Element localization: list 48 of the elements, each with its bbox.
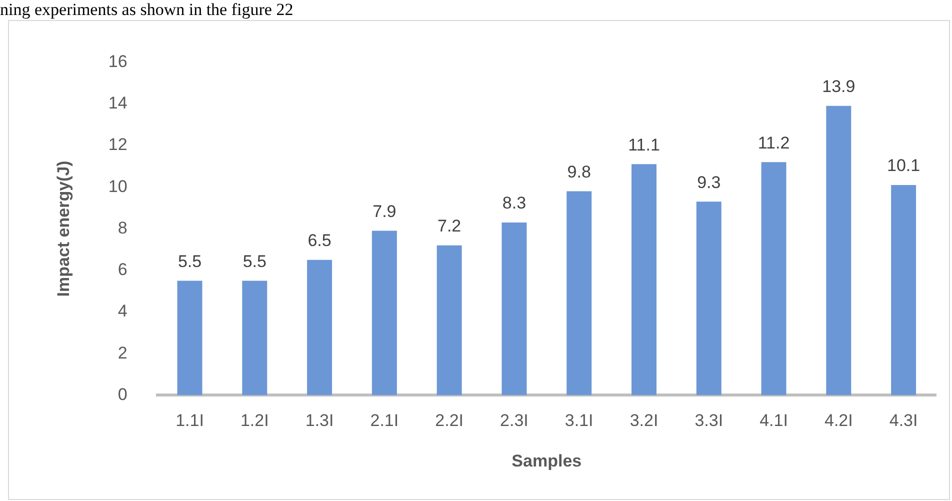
data-label: 9.3 (697, 172, 721, 192)
data-label: 9.8 (567, 162, 591, 182)
data-label: 5.5 (178, 252, 202, 271)
data-label: 5.5 (242, 252, 266, 271)
y-tick-label: 8 (118, 218, 128, 238)
data-label: 13.9 (822, 77, 856, 96)
data-label: 10.1 (887, 156, 920, 176)
x-tick-label: 2.1I (370, 411, 399, 430)
y-axis-title: Impact energy(J) (54, 160, 73, 297)
x-tick-label: 3.3I (694, 411, 724, 430)
bar (891, 184, 916, 396)
data-label: 6.5 (308, 231, 332, 250)
data-label: 11.2 (758, 133, 790, 152)
x-tick-label: 1.1I (176, 411, 204, 430)
bar (242, 280, 268, 396)
bar (696, 202, 722, 396)
bar (436, 245, 462, 396)
x-tick-label: 4.2I (824, 411, 853, 430)
bar (177, 280, 202, 396)
x-tick-label: 4.3I (889, 411, 918, 430)
y-tick-label: 14 (108, 94, 128, 113)
data-label: 11.1 (628, 135, 660, 154)
data-label: 7.2 (438, 216, 462, 236)
bar (761, 162, 786, 396)
bar (307, 260, 332, 396)
x-tick-label: 3.1I (564, 411, 594, 430)
x-tick-label: 1.2I (240, 411, 269, 430)
y-tick-label: 12 (108, 135, 128, 154)
bar (372, 230, 397, 396)
bar (632, 164, 656, 396)
x-tick-label: 2.3I (500, 411, 528, 430)
bar (566, 191, 592, 396)
data-label: 8.3 (502, 194, 526, 213)
y-tick-label: 10 (108, 176, 128, 196)
x-tick-label: 4.1I (760, 411, 788, 430)
y-tick-label: 6 (118, 260, 128, 280)
x-tick-label: 3.2I (630, 411, 658, 430)
data-label: 7.9 (372, 202, 396, 221)
bar (826, 106, 852, 396)
x-tick-label: 2.2I (435, 411, 464, 430)
y-tick-label: 4 (118, 302, 128, 321)
y-tick-label: 0 (118, 384, 128, 404)
x-axis-title: Samples (512, 451, 582, 470)
bar (502, 222, 527, 396)
y-tick-label: 16 (108, 52, 128, 71)
x-tick-label: 1.3I (305, 411, 334, 430)
text: ning experiments as shown in the figure 22 (0, 0, 294, 20)
y-tick-label: 2 (118, 343, 128, 362)
